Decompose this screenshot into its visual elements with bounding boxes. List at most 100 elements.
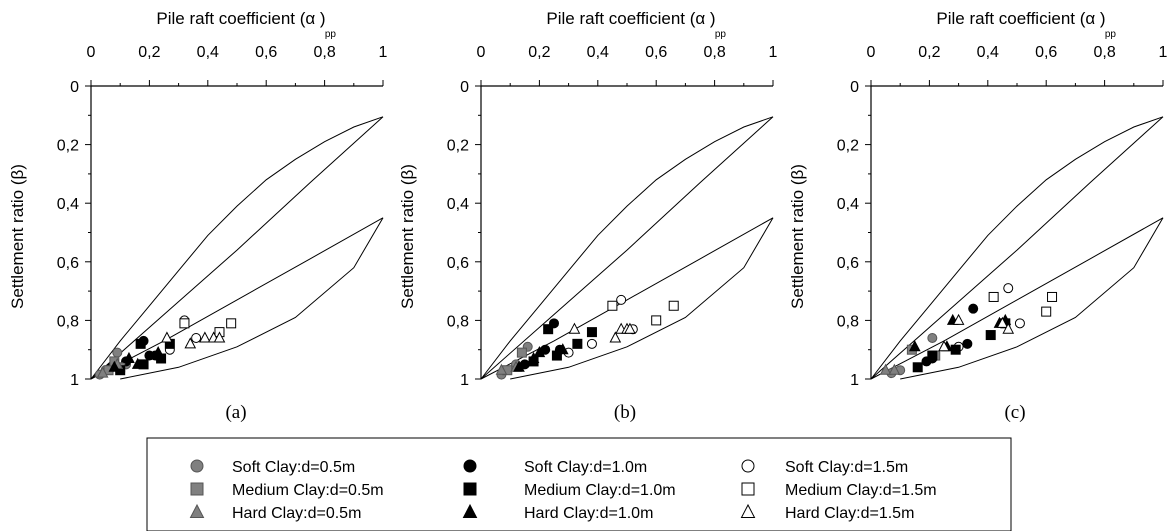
x-axis-title-subscript: pp	[325, 29, 337, 40]
envelope-curve-4	[120, 217, 384, 380]
y-tick-label: 0,2	[837, 138, 859, 155]
legend-marker-circle	[741, 459, 755, 473]
legend-item: Soft Clay:d=1.0m	[463, 459, 647, 476]
legend-item: Medium Clay:d=1.0m	[463, 482, 676, 499]
series-hard-clay-d-0-5m	[879, 363, 901, 375]
x-tick-label: 0,4	[587, 44, 609, 61]
envelope-curve-1	[480, 116, 774, 380]
data-point	[184, 337, 197, 349]
x-axis-title-subscript: pp	[1105, 29, 1117, 40]
x-tick-label: 0,4	[977, 44, 999, 61]
data-point	[624, 322, 636, 334]
data-point	[912, 362, 923, 373]
data-point	[108, 360, 121, 372]
x-tick-label: 0,8	[313, 44, 335, 61]
envelope-curve-2	[480, 116, 774, 380]
data-point	[135, 338, 146, 349]
legend-marker-square	[741, 482, 755, 496]
data-point	[131, 357, 144, 369]
data-point	[533, 346, 546, 358]
y-tick-label: 0,6	[57, 255, 79, 272]
panel-caption-b: (b)	[614, 402, 636, 423]
series-medium-clay-d-1-5m	[607, 300, 679, 326]
legend-label: Soft Clay:d=1.0m	[524, 459, 647, 476]
data-point	[161, 331, 173, 343]
data-point	[908, 340, 921, 352]
x-tick-label: 0,6	[1035, 44, 1057, 61]
series-hard-clay-d-1-5m	[938, 313, 1015, 352]
data-point	[1002, 322, 1015, 334]
y-axis-title: Settlement ratio (β)	[8, 164, 27, 309]
data-point	[527, 351, 540, 363]
y-tick-label: 0	[850, 79, 859, 96]
data-point	[938, 340, 950, 352]
data-point	[616, 294, 627, 305]
legend-item: Hard Clay:d=1.0m	[462, 503, 653, 522]
data-point	[543, 324, 554, 335]
legend-item: Soft Clay:d=1.5m	[741, 459, 908, 476]
y-tick-label: 1	[850, 372, 859, 389]
data-point	[1014, 318, 1025, 329]
y-tick-label: 1	[460, 372, 469, 389]
x-tick-label: 0	[87, 44, 96, 61]
legend-marker-triangle	[462, 503, 478, 518]
panel-c: 0 0,2 0,4 0,6 0,8 1 0 0,2 0,4 0,6 0,8 1 Pile raft co…	[788, 9, 1168, 389]
series-medium-clay-d-1-5m	[988, 291, 1058, 317]
x-tick-label: 1	[769, 44, 778, 61]
data-point	[495, 363, 508, 375]
data-point	[586, 327, 597, 338]
x-tick-label: 0	[477, 44, 486, 61]
data-point	[556, 343, 569, 355]
data-point	[551, 350, 562, 361]
x-axis-title: Pile raft coefficient (α )	[936, 9, 1105, 28]
data-point	[996, 316, 1009, 328]
data-point	[213, 331, 226, 343]
data-point	[123, 351, 135, 363]
x-tick-label: 1	[379, 44, 388, 61]
legend-item: Hard Clay:d=1.5m	[740, 503, 914, 522]
legend-label: Soft Clay:d=0.5m	[232, 459, 355, 476]
series-hard-clay-d-1-5m	[568, 322, 636, 343]
y-tick-label: 0	[70, 79, 79, 96]
y-tick-label: 0,8	[447, 313, 469, 330]
data-point	[950, 344, 961, 355]
envelope-curve-1	[870, 116, 1164, 380]
data-point	[199, 331, 211, 343]
legend-label: Hard Clay:d=0.5m	[232, 505, 361, 522]
legend-marker-triangle	[189, 503, 205, 518]
x-tick-label: 0,6	[645, 44, 667, 61]
legend-item: Medium Clay:d=1.5m	[741, 482, 937, 499]
y-tick-label: 0,4	[57, 196, 79, 213]
y-tick-label: 0,2	[57, 138, 79, 155]
x-axis-title-subscript: pp	[715, 29, 727, 40]
envelope-curve-2	[870, 116, 1164, 380]
panels: 0 0,2 0,4 0,6 0,8 1 0 0,2 0,4 0,6 0,8 1 Pile raft co…	[8, 9, 1168, 389]
data-point	[927, 332, 938, 343]
data-point	[888, 363, 901, 375]
x-axis-title: Pile raft coefficient (α )	[546, 9, 715, 28]
envelope-curve-1	[90, 116, 384, 380]
data-point	[1003, 283, 1014, 294]
data-point	[927, 350, 938, 361]
series-hard-clay-d-1-0m	[108, 346, 164, 372]
data-point	[586, 338, 597, 349]
x-tick-label: 0,6	[255, 44, 277, 61]
legend-marker-triangle	[740, 503, 756, 518]
data-point	[568, 322, 581, 334]
data-point	[985, 330, 996, 341]
legend-marker-square	[463, 482, 477, 496]
data-point	[572, 338, 583, 349]
data-point	[112, 347, 123, 358]
legend-item: Soft Clay:d=0.5m	[190, 459, 355, 476]
data-point	[988, 291, 999, 302]
panel-a: 0 0,2 0,4 0,6 0,8 1 0 0,2 0,4 0,6 0,8 1 Pile raft co…	[8, 9, 388, 389]
x-tick-label: 0,2	[918, 44, 940, 61]
envelope-curve-3	[90, 217, 384, 380]
legend-item: Medium Clay:d=0.5m	[190, 482, 384, 499]
legend-label: Hard Clay:d=1.0m	[524, 505, 653, 522]
legend-box	[146, 437, 1012, 531]
y-tick-label: 0,6	[447, 255, 469, 272]
series-hard-clay-d-1-5m	[161, 331, 226, 349]
y-tick-label: 0,4	[447, 196, 469, 213]
